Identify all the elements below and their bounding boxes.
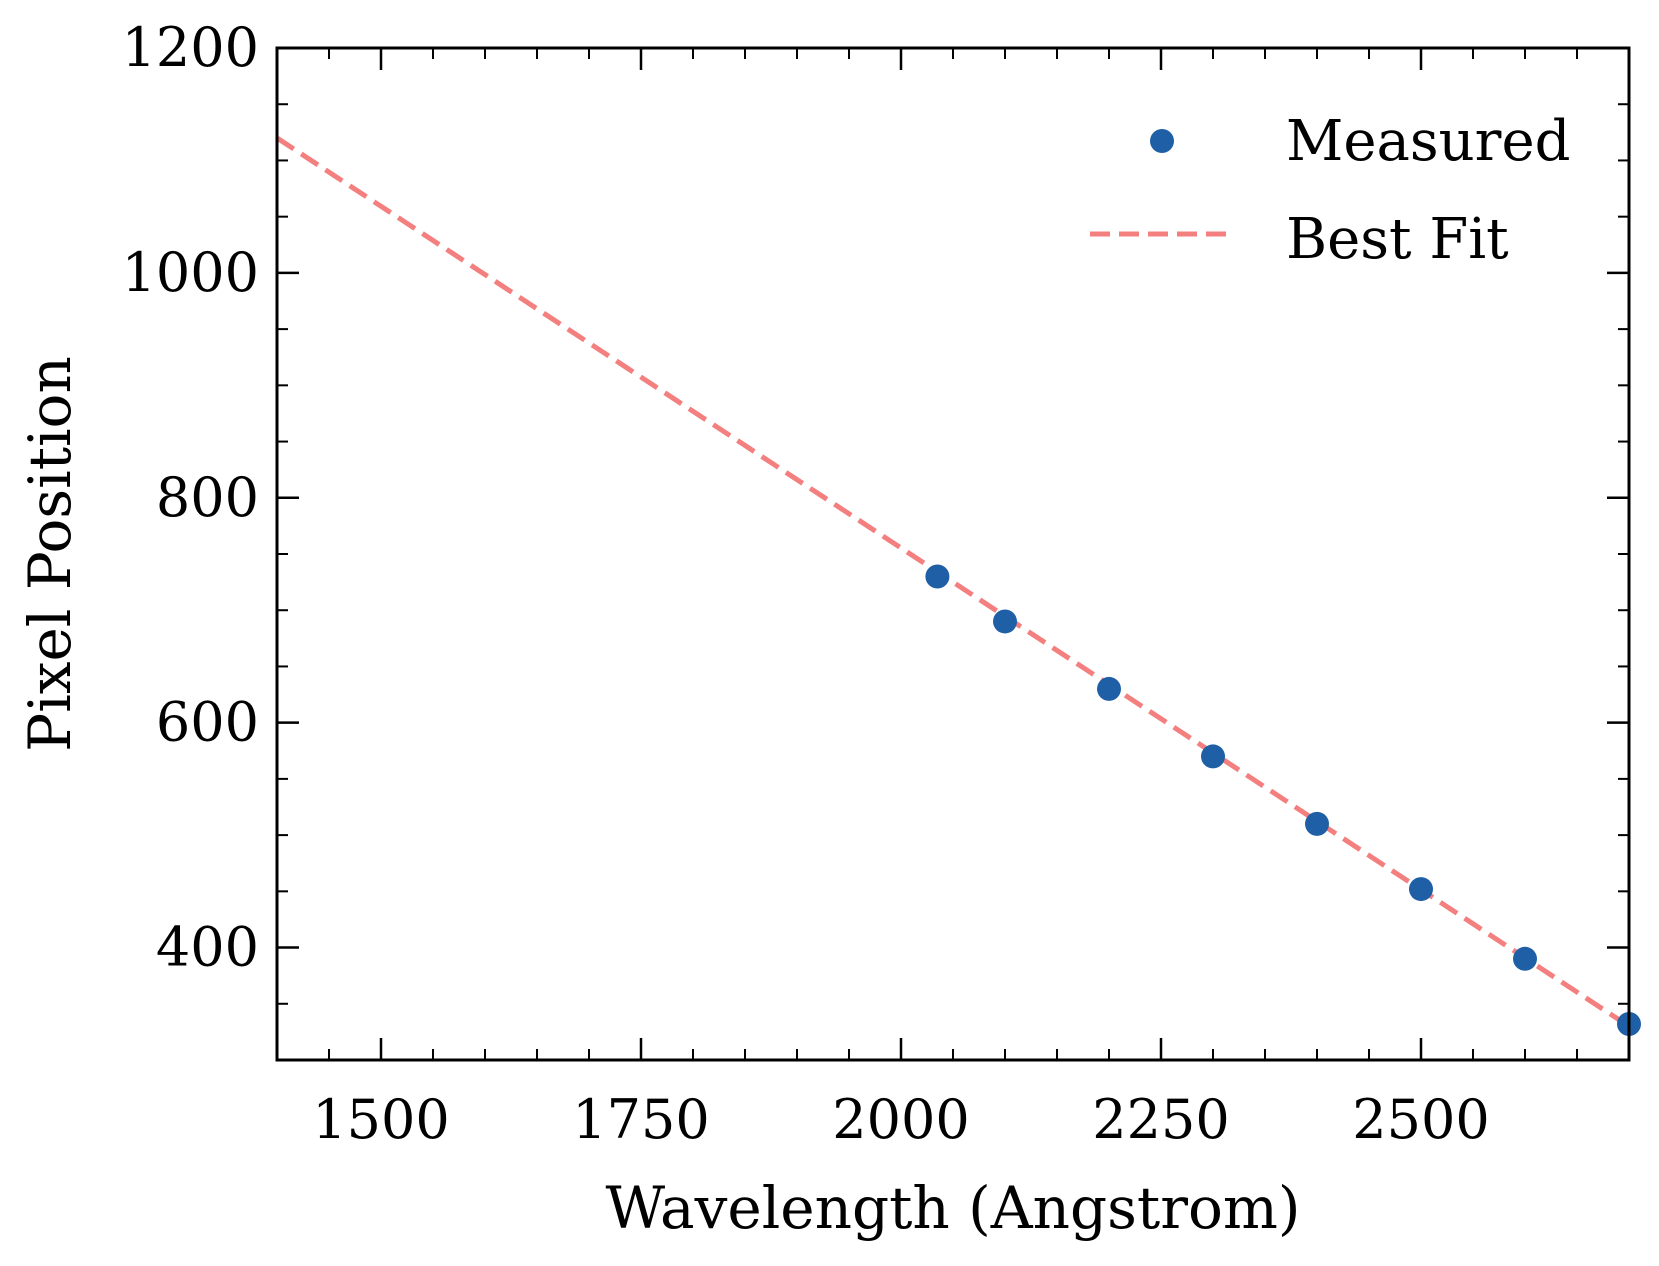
y-tick-label: 800 [156,466,259,529]
y-tick-label: 400 [156,916,259,979]
x-tick-label: 1500 [312,1088,449,1151]
x-tick-label: 1750 [572,1088,709,1151]
x-tick-label: 2250 [1092,1088,1229,1151]
legend-measured-label: Measured [1286,109,1570,174]
x-axis-label: Wavelength (Angstrom) [605,1174,1300,1242]
plot-frame [275,46,1631,1062]
measured-point [925,564,950,589]
tick-labels: 1500 1750 2000 2250 2500 400 600 800 1000 1200 [122,16,1490,1151]
measured-point [1097,676,1121,701]
measured-point [1409,877,1433,902]
legend-measured-marker [1150,129,1174,153]
x-tick-label: 2500 [1352,1088,1489,1151]
legend: Measured Best Fit [1090,109,1570,272]
measured-point [1201,744,1225,769]
legend-best-fit-label: Best Fit [1286,207,1509,272]
y-axis-label: Pixel Position [16,356,84,752]
x-tick-label: 2000 [832,1088,969,1151]
measured-point [1513,946,1537,971]
measured-point [1305,811,1329,836]
plot-area [277,135,1629,1029]
y-tick-label: 600 [156,691,259,754]
y-tick-label: 1000 [122,241,259,304]
measured-point [993,609,1017,634]
best-fit-line [277,135,1629,1029]
y-tick-label: 1200 [122,16,259,79]
